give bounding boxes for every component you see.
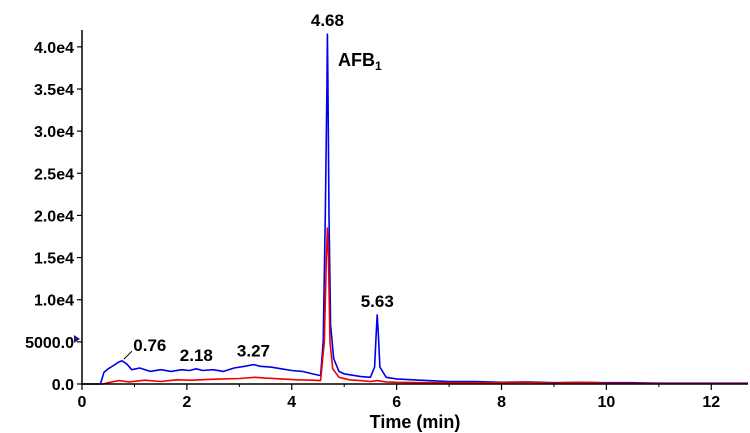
compound-annotation: AFB1 (338, 50, 382, 73)
y-tick-label: 4.0e4 (34, 40, 74, 57)
x-axis-title: Time (min) (370, 412, 461, 432)
y-tick-label: 3.0e4 (34, 124, 74, 141)
x-tick-label: 2 (182, 394, 191, 411)
x-tick-label: 6 (392, 394, 401, 411)
y-tick-label: 1.0e4 (34, 293, 74, 310)
peak-label: 2.18 (180, 346, 213, 365)
ticks-layer: 0 2 4 6 8 10 12 0.0 5000.0 1.0e4 1.5e4 2.0e4 2.5e4 3.… (25, 40, 720, 411)
y-tick-label: 2.0e4 (34, 208, 74, 225)
peak-label: 4.68 (311, 11, 344, 30)
x-tick-label: 0 (78, 394, 87, 411)
series-line-1 (82, 33, 748, 385)
y-tick-label: 5000.0 (25, 335, 74, 352)
y-tick-label: 3.5e4 (34, 82, 74, 99)
x-tick-label: 10 (598, 394, 616, 411)
x-tick-label: 8 (497, 394, 506, 411)
y-tick-label: 2.5e4 (34, 166, 74, 183)
peak-label: 5.63 (361, 292, 394, 311)
axes-layer (74, 30, 748, 385)
x-tick-label: 12 (702, 394, 720, 411)
peak-label: 0.76 (133, 336, 166, 355)
peak-label: 3.27 (237, 342, 270, 361)
peak-leader-line (123, 350, 133, 360)
y-tick-label: 0.0 (52, 377, 74, 394)
series-layer (82, 33, 748, 385)
y-tick-label: 1.5e4 (34, 251, 74, 268)
labels-layer: 0.76 2.18 3.27 4.68 5.63 (123, 11, 394, 365)
baseline-marker-icon (74, 335, 80, 343)
x-tick-label: 4 (287, 394, 296, 411)
annotation-main: AFB (338, 50, 375, 70)
series-line-2 (82, 227, 748, 385)
annotation-subscript: 1 (375, 59, 382, 73)
